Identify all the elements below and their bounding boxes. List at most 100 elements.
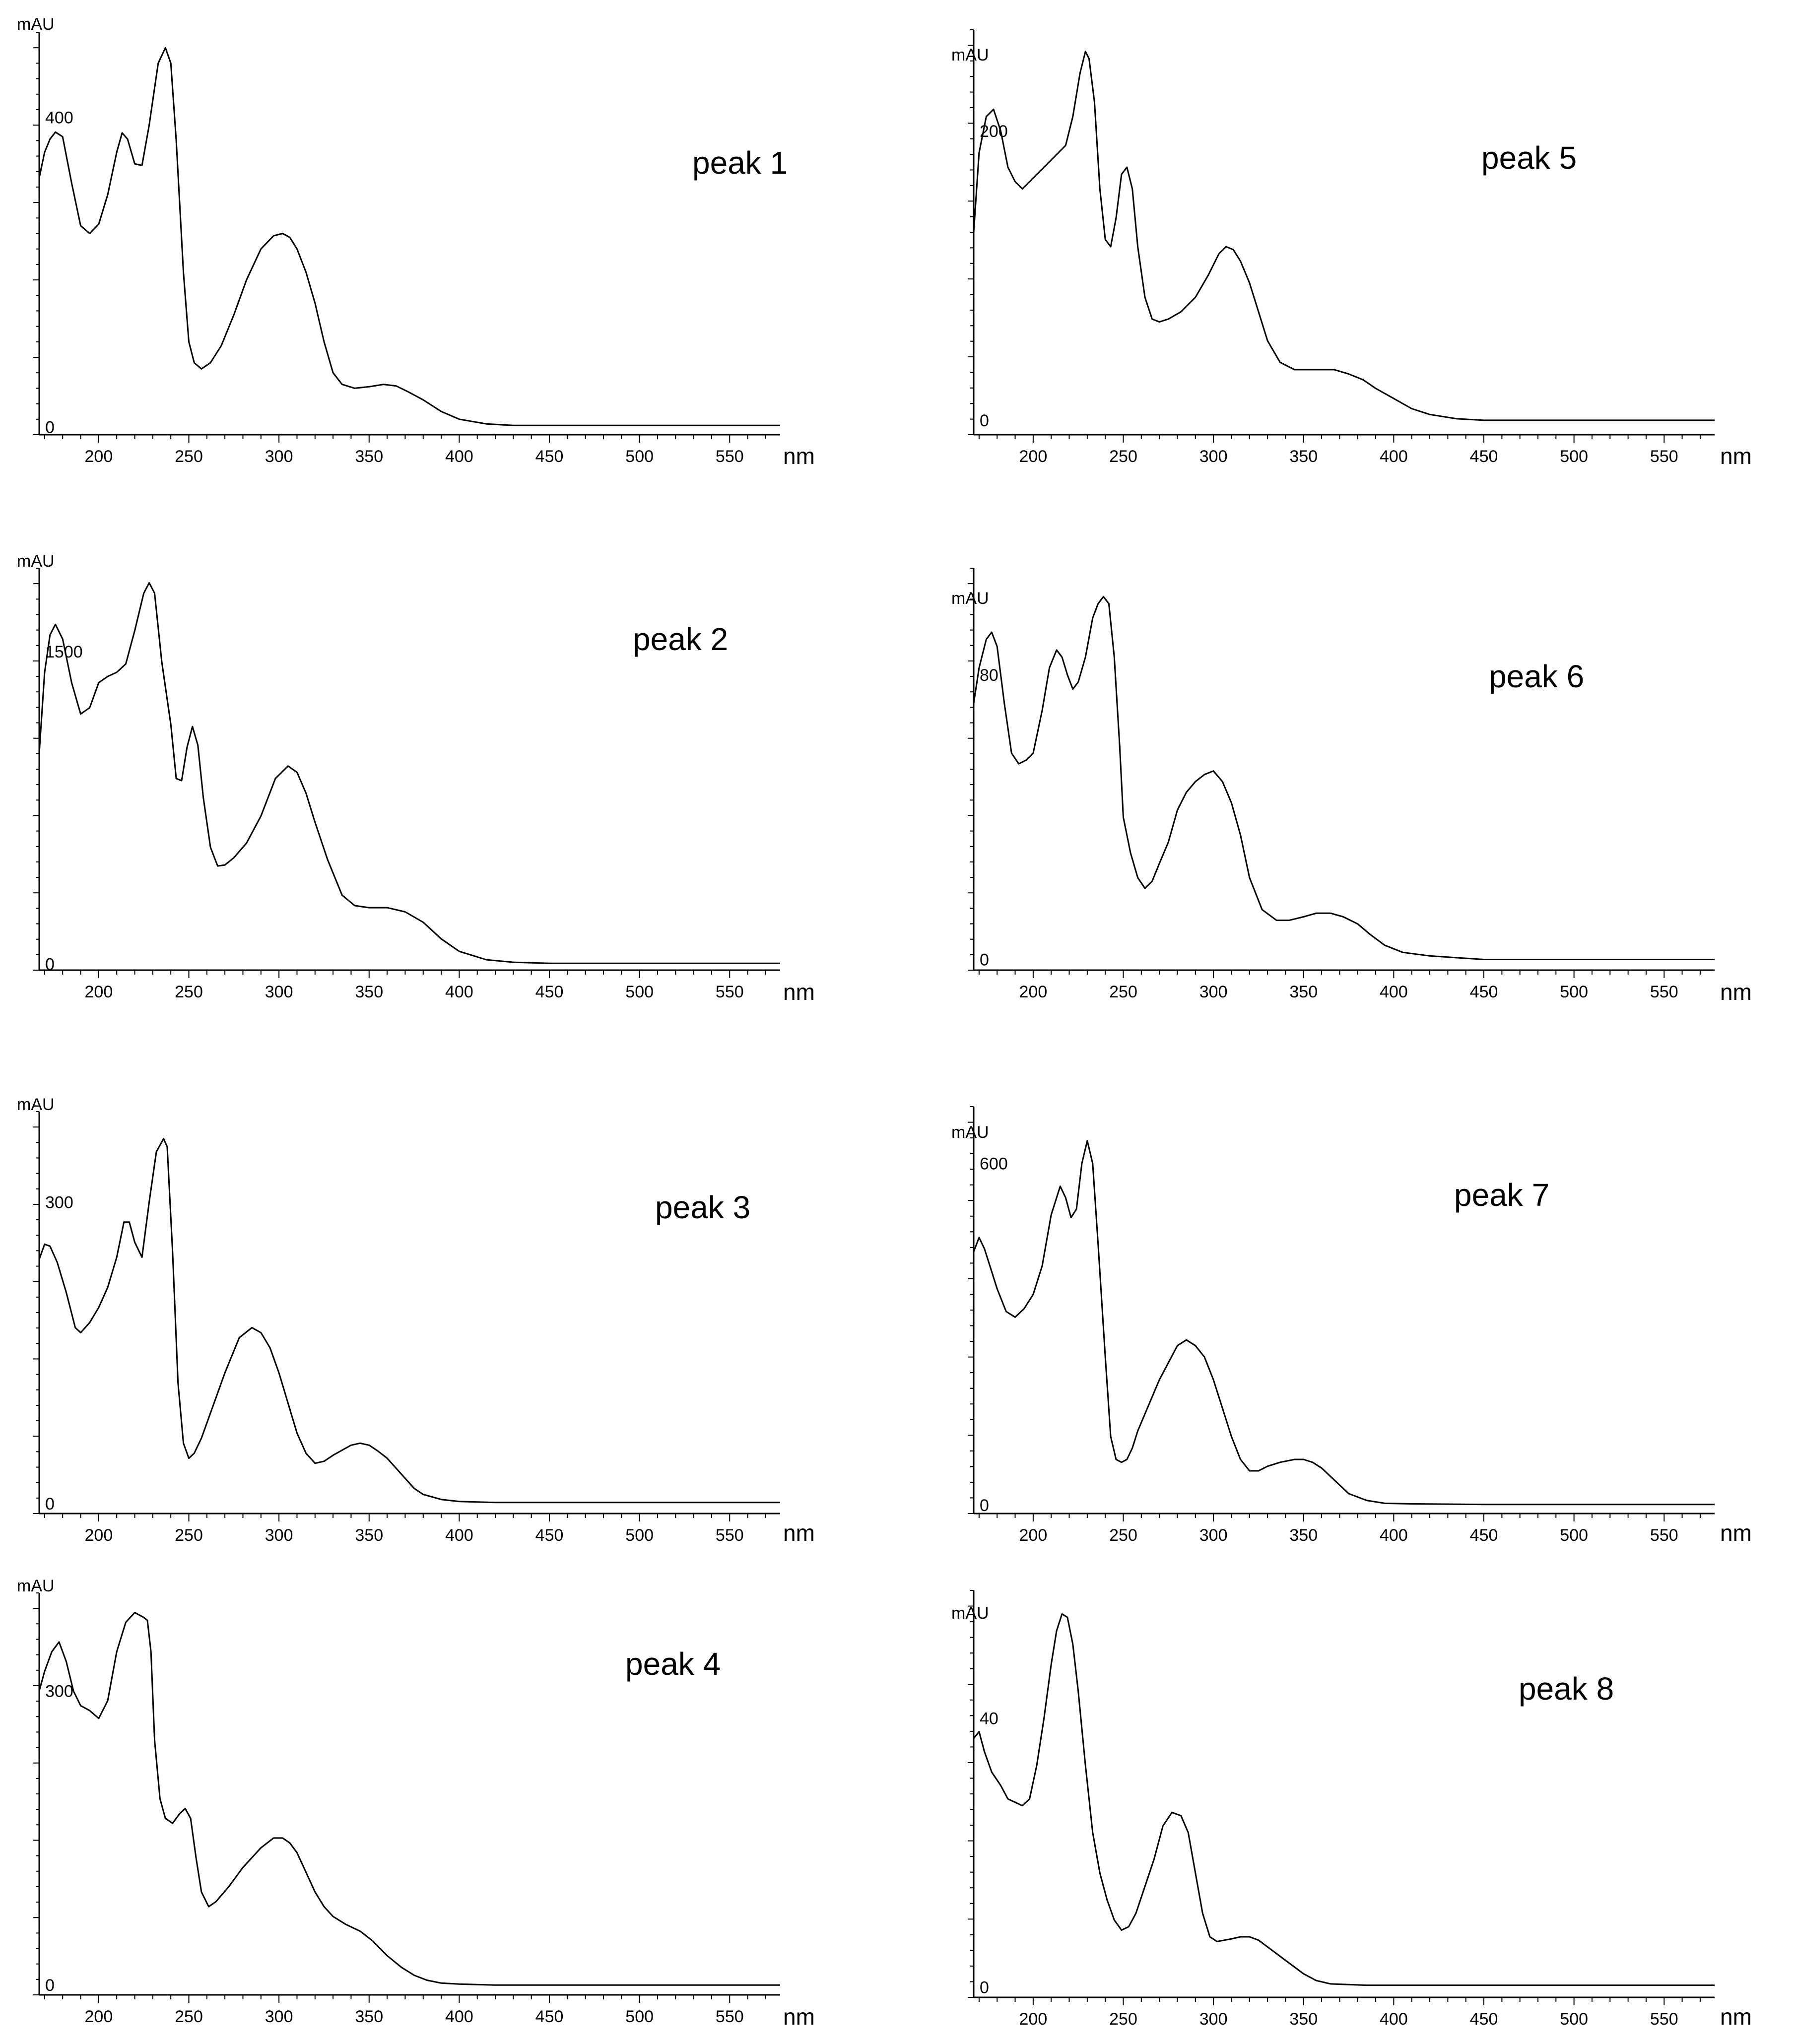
x-tick-label: 250 <box>175 1526 203 1545</box>
x-tick-label: 300 <box>265 2007 293 2026</box>
y-tick-label: 400 <box>45 109 73 128</box>
x-tick-label: 300 <box>1199 2010 1228 2029</box>
peak-label: peak 4 <box>625 1646 721 1682</box>
x-tick-label: 250 <box>1109 983 1137 1001</box>
x-tick-label: 400 <box>445 1526 473 1545</box>
y-tick-label: 0 <box>45 955 55 974</box>
y-axis-label: mAU <box>17 1095 55 1114</box>
x-tick-label: 500 <box>1560 447 1588 466</box>
x-tick-label: 200 <box>85 447 113 466</box>
spectrum-line <box>38 582 780 964</box>
x-tick-label: 450 <box>535 2007 564 2026</box>
peak-label: peak 8 <box>1519 1671 1614 1707</box>
x-tick-label: 550 <box>1650 983 1678 1001</box>
x-tick-label: 300 <box>1199 1526 1228 1545</box>
x-axis-label: nm <box>1720 2004 1752 2030</box>
y-axis-label: mAU <box>17 1577 55 1595</box>
peak-label: peak 2 <box>633 621 728 657</box>
x-axis-label: nm <box>783 2004 815 2030</box>
spectrum-line <box>973 595 1715 960</box>
x-tick-label: 350 <box>1289 1526 1318 1545</box>
x-tick-label: 450 <box>1470 983 1498 1001</box>
y-axis-label: mAU <box>951 1604 989 1623</box>
x-tick-label: 550 <box>716 1526 744 1545</box>
x-tick-label: 200 <box>1019 1526 1048 1545</box>
peak-label: peak 6 <box>1489 659 1584 694</box>
spectrum-line <box>38 47 780 426</box>
spectrum-line <box>38 1138 780 1504</box>
y-axis-label: mAU <box>951 589 989 608</box>
x-tick-label: 300 <box>1199 447 1228 466</box>
y-tick-label: 300 <box>45 1193 73 1212</box>
x-tick-label: 250 <box>175 983 203 1001</box>
x-tick-label: 400 <box>1380 983 1408 1001</box>
x-tick-label: 350 <box>355 447 383 466</box>
chart-panel-6: 200 250 300 350 400 450 500 550 0 80 mAU nm peak 6 <box>951 568 1752 1005</box>
x-tick-label: 250 <box>1109 2010 1137 2029</box>
x-tick-label: 550 <box>1650 1526 1678 1545</box>
x-tick-label: 250 <box>1109 447 1137 466</box>
y-tick-label: 80 <box>980 666 998 685</box>
x-tick-label: 500 <box>625 2007 654 2026</box>
x-tick-label: 550 <box>716 983 744 1001</box>
peak-label: peak 7 <box>1454 1177 1549 1213</box>
chart-panel-3: 200 250 300 350 400 450 500 550 0 300 mAU nm peak 3 <box>17 1095 815 1546</box>
spectrum-line <box>973 51 1715 421</box>
x-tick-label: 500 <box>625 447 654 466</box>
x-axis-label: nm <box>783 979 815 1005</box>
x-axis-label: nm <box>1720 1520 1752 1546</box>
x-axis-label: nm <box>1720 443 1752 469</box>
x-tick-label: 400 <box>1380 1526 1408 1545</box>
x-tick-label: 250 <box>175 2007 203 2026</box>
spectrum-line <box>973 1140 1715 1506</box>
x-tick-label: 250 <box>175 447 203 466</box>
x-tick-label: 400 <box>1380 447 1408 466</box>
x-axis-label: nm <box>1720 979 1752 1005</box>
y-tick-label: 0 <box>980 950 989 969</box>
y-tick-label: 0 <box>45 418 55 437</box>
x-tick-label: 350 <box>1289 2010 1318 2029</box>
chart-panel-1: 200 250 300 350 400 450 500 550 0 400 mAU nm peak 1 <box>17 15 815 469</box>
y-axis-label: mAU <box>17 552 55 571</box>
chart-panel-7: 200 250 300 350 400 450 500 550 0 600 mAU nm peak 7 <box>951 1106 1752 1546</box>
y-tick-label: 0 <box>980 1496 989 1515</box>
x-tick-label: 200 <box>85 983 113 1001</box>
x-tick-label: 500 <box>1560 983 1588 1001</box>
x-tick-label: 450 <box>535 1526 564 1545</box>
y-axis-label: mAU <box>951 1123 989 1142</box>
x-tick-label: 400 <box>445 447 473 466</box>
x-tick-label: 200 <box>85 1526 113 1545</box>
x-tick-label: 450 <box>535 447 564 466</box>
x-tick-label: 200 <box>1019 447 1048 466</box>
x-tick-label: 300 <box>265 983 293 1001</box>
x-tick-label: 200 <box>1019 2010 1048 2029</box>
x-tick-label: 250 <box>1109 1526 1137 1545</box>
x-tick-label: 300 <box>265 447 293 466</box>
x-tick-label: 550 <box>716 447 744 466</box>
x-tick-label: 500 <box>1560 1526 1588 1545</box>
spectrum-line <box>38 1612 780 1986</box>
peak-label: peak 1 <box>692 145 788 181</box>
x-tick-label: 350 <box>355 2007 383 2026</box>
y-tick-label: 300 <box>45 1682 73 1701</box>
x-tick-label: 350 <box>1289 447 1318 466</box>
x-tick-label: 450 <box>535 983 564 1001</box>
x-tick-label: 400 <box>1380 2010 1408 2029</box>
x-axis-label: nm <box>783 443 815 469</box>
x-axis-label: nm <box>783 1520 815 1546</box>
x-tick-label: 200 <box>1019 983 1048 1001</box>
y-axis-label: mAU <box>951 46 989 65</box>
x-tick-label: 550 <box>1650 2010 1678 2029</box>
x-tick-label: 400 <box>445 2007 473 2026</box>
peak-label: peak 5 <box>1481 140 1577 176</box>
x-tick-label: 500 <box>625 1526 654 1545</box>
chart-panel-8: 200 250 300 350 400 450 500 550 0 40 mAU nm peak 8 <box>951 1590 1752 2030</box>
y-tick-label: 0 <box>980 1978 989 1997</box>
y-tick-label: 0 <box>45 1976 55 1995</box>
x-tick-label: 300 <box>1199 983 1228 1001</box>
x-tick-label: 200 <box>85 2007 113 2026</box>
x-tick-label: 450 <box>1470 1526 1498 1545</box>
